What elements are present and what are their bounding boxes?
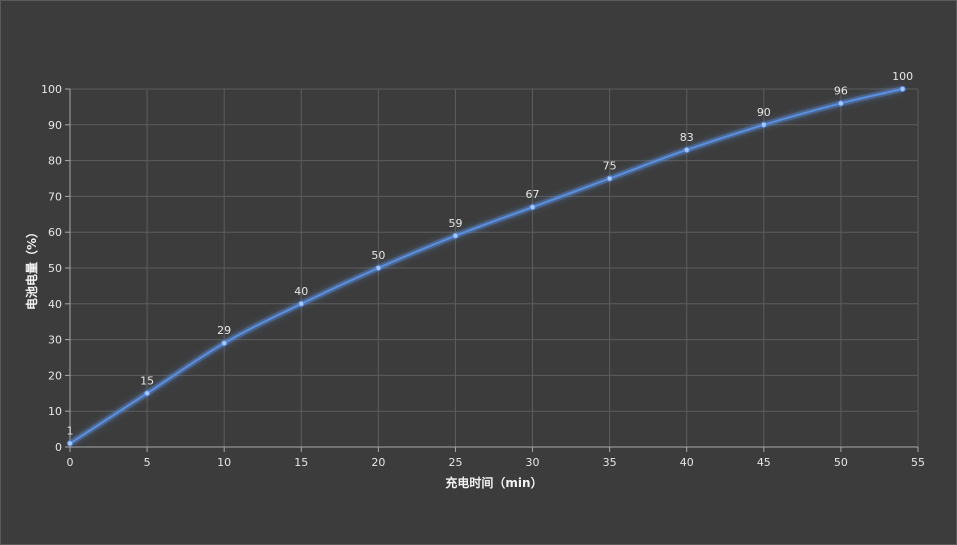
- data-point: [375, 265, 382, 271]
- data-label: 83: [680, 131, 694, 144]
- data-label: 40: [294, 285, 308, 298]
- y-tick-label: 40: [48, 298, 62, 311]
- x-tick-label: 25: [448, 456, 462, 469]
- y-tick-label: 100: [41, 83, 62, 96]
- data-point: [683, 146, 690, 153]
- grid: [70, 88, 919, 447]
- data-point: [760, 121, 767, 128]
- data-point: [452, 232, 459, 239]
- data-label: 100: [892, 70, 913, 83]
- data-point: [144, 390, 151, 397]
- y-tick-label: 20: [48, 369, 62, 382]
- x-tick-label: 30: [526, 456, 540, 469]
- y-tick-label: 70: [48, 190, 62, 203]
- data-label: 1: [67, 424, 74, 437]
- data-label: 59: [448, 217, 462, 230]
- data-point: [606, 175, 613, 182]
- x-tick-label: 45: [757, 456, 771, 469]
- data-point: [899, 86, 906, 92]
- x-tick-label: 20: [371, 456, 385, 469]
- series: [67, 86, 906, 447]
- data-label: 96: [834, 84, 848, 97]
- axes: 0 10 20 30 40 50 60 70 80 90 100 0 5 10 15 20 25 30 35 40 45…: [41, 83, 925, 469]
- series-line-glow: [68, 86, 904, 446]
- data-point: [298, 300, 305, 307]
- y-tick-label: 90: [48, 119, 62, 132]
- x-tick-label: 35: [603, 456, 617, 469]
- x-tick-label: 50: [834, 456, 848, 469]
- data-point: [529, 204, 536, 211]
- y-tick-label: 10: [48, 405, 62, 418]
- data-label: 90: [757, 106, 771, 119]
- y-tick-label: 50: [48, 262, 62, 275]
- x-tick-label: 10: [217, 456, 231, 469]
- data-point: [221, 340, 228, 347]
- y-tick-label: 80: [48, 155, 62, 168]
- data-point: [67, 440, 73, 447]
- x-tick-label: 40: [680, 456, 694, 469]
- data-label: 15: [140, 374, 154, 387]
- data-label: 50: [371, 249, 385, 262]
- y-tick-label: 0: [55, 441, 62, 454]
- y-axis-title: 电池电量（%）: [24, 226, 39, 310]
- x-axis-title: 充电时间（min）: [445, 475, 542, 490]
- x-tick-label: 55: [911, 456, 925, 469]
- x-tick-label: 5: [144, 456, 151, 469]
- y-tick-label: 60: [48, 226, 62, 239]
- y-tick-label: 30: [48, 334, 62, 347]
- data-point: [837, 100, 844, 107]
- data-label: 29: [217, 324, 231, 337]
- data-label: 67: [526, 188, 540, 201]
- x-tick-label: 0: [67, 456, 74, 469]
- data-labels: 1 15 29 40 50 59 67 75 83 90 96 100: [67, 70, 914, 437]
- x-tick-label: 15: [294, 456, 308, 469]
- series-line: [69, 88, 903, 445]
- data-label: 75: [603, 160, 617, 173]
